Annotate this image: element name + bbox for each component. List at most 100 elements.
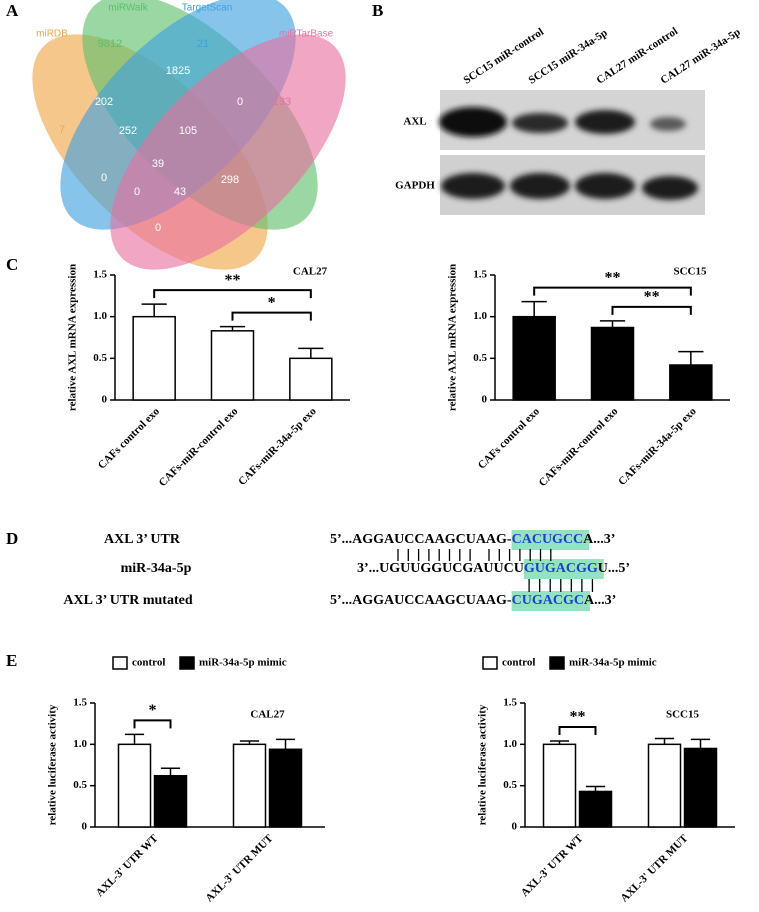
significance-bracket bbox=[611, 305, 692, 315]
venn-count: 0 bbox=[155, 222, 161, 234]
venn-set-name: miRTarBase bbox=[279, 29, 334, 40]
panel-label: A bbox=[6, 1, 19, 20]
venn-count: 9812 bbox=[98, 38, 122, 50]
y-tick-label: 0 bbox=[82, 821, 88, 833]
sequence: 5’...AGGAUCCAAGCUAAG- bbox=[330, 593, 512, 608]
bar bbox=[669, 364, 713, 401]
significance-bracket bbox=[153, 289, 312, 299]
x-tick-label: CAFs control exo bbox=[476, 405, 543, 472]
y-tick-label: 0.5 bbox=[473, 352, 487, 364]
bar bbox=[268, 748, 303, 828]
venn-set-name: TargetScan bbox=[182, 3, 233, 14]
legend-label: control bbox=[132, 657, 165, 669]
y-axis-label: relative luciferase activity bbox=[477, 704, 489, 825]
bar bbox=[647, 743, 682, 828]
error-bar bbox=[690, 738, 711, 749]
significance-label: ** bbox=[605, 269, 621, 286]
y-tick-label: 0 bbox=[512, 821, 518, 833]
legend-swatch bbox=[549, 656, 565, 670]
error-bar bbox=[599, 320, 626, 328]
venn-count: 133 bbox=[273, 96, 291, 108]
bar bbox=[132, 315, 176, 401]
x-tick-label: CAFs-miR-34a-5p exo bbox=[616, 405, 699, 488]
y-tick-label: 0.5 bbox=[503, 779, 517, 791]
venn-count: 202 bbox=[95, 96, 113, 108]
annotation: CAL27 bbox=[250, 709, 285, 721]
x-tick-label: CAFs control exo bbox=[96, 405, 163, 472]
venn-set bbox=[110, 34, 346, 270]
y-tick-label: 1.5 bbox=[73, 697, 87, 709]
venn-count: 21 bbox=[197, 38, 209, 50]
bar bbox=[289, 357, 333, 401]
sequence-label: miR-34a-5p bbox=[121, 561, 192, 576]
annotation: CAL27 bbox=[293, 266, 328, 278]
y-axis-label: relative AXL mRNA expression bbox=[67, 264, 79, 411]
sequence: U...5’ bbox=[598, 561, 630, 576]
bar bbox=[153, 774, 188, 828]
sequence: 3’...UGUUGGUCGAUUCU bbox=[357, 561, 524, 576]
y-tick-label: 0 bbox=[102, 394, 108, 406]
y-tick-label: 1.5 bbox=[503, 697, 517, 709]
error-bar bbox=[521, 300, 547, 317]
y-tick-label: 1.0 bbox=[503, 738, 517, 750]
band bbox=[575, 110, 635, 134]
seed-highlight bbox=[523, 559, 604, 579]
error-bar bbox=[298, 347, 324, 359]
venn-count: 252 bbox=[119, 125, 137, 137]
x-tick-label: AXL-3' UTR WT bbox=[519, 832, 586, 899]
band bbox=[642, 176, 698, 200]
error-bar bbox=[141, 303, 167, 317]
significance-label: ** bbox=[570, 709, 586, 726]
significance-bracket bbox=[231, 311, 312, 321]
seed-sequence: GUGACGG bbox=[524, 561, 598, 576]
y-axis-label: relative AXL mRNA expression bbox=[447, 264, 459, 411]
y-tick-label: 0.5 bbox=[93, 352, 107, 364]
significance-label: ** bbox=[644, 289, 660, 306]
y-tick-label: 1.5 bbox=[473, 269, 487, 281]
bar bbox=[117, 743, 152, 828]
annotation: SCC15 bbox=[673, 266, 707, 278]
legend-swatch bbox=[482, 656, 498, 670]
venn-count: 7 bbox=[59, 124, 65, 136]
error-bar bbox=[654, 737, 675, 745]
venn-set-name: miRWalk bbox=[108, 3, 148, 14]
error-bar bbox=[160, 767, 181, 776]
x-tick-label: AXL-3' UTR MUT bbox=[203, 832, 275, 904]
annotation: SCC15 bbox=[666, 709, 700, 721]
significance-label: ** bbox=[225, 272, 241, 289]
panel-label: E bbox=[6, 651, 17, 670]
venn-count: 105 bbox=[179, 125, 197, 137]
significance-bracket bbox=[533, 286, 692, 296]
venn-count: 298 bbox=[221, 174, 239, 186]
y-axis-label: relative luciferase activity bbox=[47, 704, 59, 825]
sequence-label: AXL 3’ UTR mutated bbox=[63, 593, 192, 608]
y-tick-label: 0.5 bbox=[73, 779, 87, 791]
band bbox=[575, 173, 635, 199]
bar bbox=[210, 330, 255, 401]
bar bbox=[578, 790, 613, 828]
significance-label: * bbox=[149, 702, 157, 719]
blot-row-label: AXL bbox=[403, 116, 426, 128]
x-tick-label: AXL-3' UTR WT bbox=[94, 832, 161, 899]
seed-sequence: CUGACGC bbox=[512, 593, 584, 608]
sequence-label: AXL 3’ UTR bbox=[104, 532, 181, 547]
error-bar bbox=[239, 740, 260, 745]
error-bar bbox=[275, 738, 296, 750]
band bbox=[510, 173, 570, 199]
significance-bracket bbox=[558, 726, 597, 736]
venn-set-name: miRDB bbox=[36, 29, 68, 40]
legend-label: miR-34a-5p mimic bbox=[569, 657, 657, 669]
y-tick-label: 0 bbox=[482, 394, 488, 406]
venn-count: 0 bbox=[134, 186, 140, 198]
venn bbox=[32, 0, 346, 270]
x-tick-label: AXL-3' UTR MUT bbox=[618, 832, 690, 904]
legend-swatch bbox=[179, 656, 195, 670]
venn-count: 0 bbox=[237, 96, 243, 108]
seed-highlight bbox=[511, 530, 590, 550]
legend-swatch bbox=[112, 656, 128, 670]
y-tick-label: 1.0 bbox=[473, 310, 487, 322]
y-tick-label: 1.5 bbox=[93, 269, 107, 281]
seed-sequence: CACUGCC bbox=[512, 532, 584, 547]
panel-label: C bbox=[6, 255, 18, 274]
